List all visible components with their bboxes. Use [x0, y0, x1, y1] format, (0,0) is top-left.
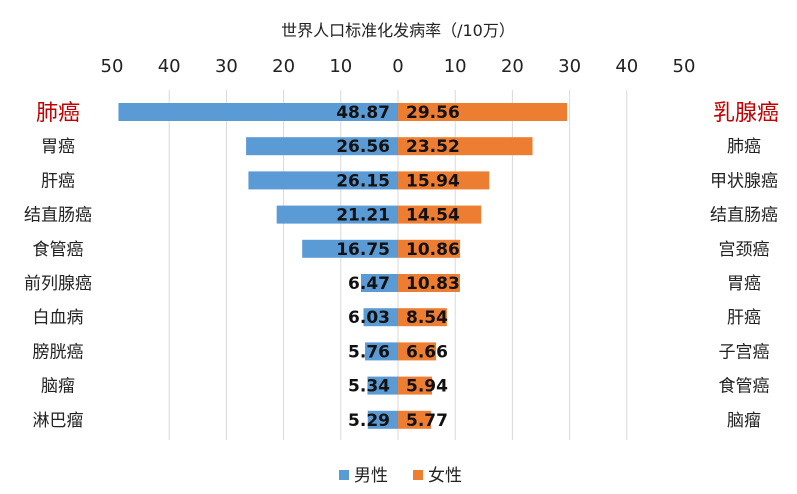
- category-label-female: 脑瘤: [727, 411, 761, 431]
- value-label-female: 5.77: [406, 411, 448, 431]
- tick-label: 50: [673, 56, 696, 77]
- category-label-male: 结直肠癌: [24, 206, 92, 226]
- category-label-female: 甲状腺癌: [710, 171, 778, 191]
- bar-male: [367, 376, 398, 395]
- category-label-female: 肝癌: [727, 308, 761, 328]
- value-label-male: 6.03: [348, 308, 390, 328]
- axis-tick-labels: 50 40 30 20 10 0 10 20 30 40 50: [101, 56, 696, 77]
- value-label-female: 14.54: [406, 206, 460, 226]
- value-label-male: 48.87: [336, 103, 390, 123]
- tick-label: 50: [101, 56, 124, 77]
- tick-label: 0: [392, 56, 403, 77]
- value-label-female: 6.66: [406, 342, 448, 362]
- bar-female: [398, 410, 432, 429]
- bar-female: [398, 103, 568, 121]
- bar-female: [398, 342, 437, 361]
- category-label-female: 宫颈癌: [719, 240, 770, 260]
- category-label-female: 胃癌: [727, 274, 761, 294]
- legend-label-male: 男性: [354, 466, 388, 486]
- legend-label-female: 女性: [428, 466, 462, 486]
- bar-female: [398, 171, 490, 190]
- category-label-male: 食管癌: [33, 240, 84, 260]
- category-label-male: 前列腺癌: [24, 274, 92, 294]
- tick-label: 20: [501, 56, 524, 77]
- value-labels: 48.87 29.56 26.56 23.52 26.15 15.94 21.21 14.54…: [336, 103, 460, 431]
- bar-female: [398, 274, 460, 292]
- value-label-female: 8.54: [406, 308, 448, 328]
- value-label-male: 5.29: [348, 411, 390, 431]
- bar-female: [398, 137, 533, 156]
- tick-label: 20: [272, 56, 295, 77]
- category-label-female: 子宫癌: [719, 342, 770, 362]
- category-label-male: 肝癌: [41, 171, 75, 191]
- bar-female: [398, 205, 482, 224]
- value-label-male: 5.34: [348, 377, 390, 397]
- category-label-male: 胃癌: [41, 137, 75, 157]
- bar-male: [276, 205, 398, 224]
- value-label-male: 21.21: [336, 206, 390, 226]
- tick-label: 30: [215, 56, 238, 77]
- legend-swatch-male: [339, 470, 349, 480]
- value-label-female: 10.86: [406, 240, 460, 260]
- bar-male: [365, 342, 398, 361]
- bar-male: [360, 274, 398, 292]
- value-label-female: 23.52: [406, 137, 460, 157]
- category-label-female: 肺癌: [727, 137, 761, 157]
- value-label-female: 15.94: [406, 171, 460, 191]
- bar-male: [302, 239, 398, 258]
- tick-label: 10: [444, 56, 467, 77]
- category-label-male: 膀胱癌: [33, 342, 84, 362]
- value-label-male: 26.15: [336, 171, 390, 191]
- value-label-female: 5.94: [406, 377, 448, 397]
- bar-female: [398, 308, 447, 327]
- category-label-female: 食管癌: [719, 377, 770, 397]
- value-label-male: 26.56: [336, 137, 390, 157]
- value-label-male: 5.76: [348, 342, 390, 362]
- bar-male: [118, 103, 399, 121]
- category-label-male: 淋巴瘤: [33, 411, 84, 431]
- category-label-male: 脑瘤: [41, 377, 75, 397]
- bar-male: [367, 410, 398, 429]
- value-label-male: 16.75: [336, 240, 390, 260]
- chart-title: 世界人口标准化发病率（/10万）: [281, 21, 515, 40]
- tick-label: 30: [558, 56, 581, 77]
- category-label-female: 结直肠癌: [710, 206, 778, 226]
- value-label-male: 6.47: [348, 274, 390, 294]
- legend-swatch-female: [413, 470, 423, 480]
- category-label-male: 白血病: [33, 308, 84, 328]
- category-label-male: 肺癌: [36, 101, 80, 126]
- value-label-female: 10.83: [406, 274, 460, 294]
- tick-label: 10: [329, 56, 352, 77]
- bar-male: [363, 308, 398, 327]
- bars: [118, 103, 568, 429]
- bar-female: [398, 239, 461, 258]
- bar-male: [248, 171, 398, 190]
- bar-female: [398, 376, 432, 395]
- value-label-female: 29.56: [406, 103, 460, 123]
- bar-male: [246, 137, 398, 156]
- tick-label: 40: [158, 56, 181, 77]
- tick-label: 40: [615, 56, 638, 77]
- category-label-female: 乳腺癌: [713, 101, 779, 126]
- legend: 男性 女性: [339, 466, 462, 486]
